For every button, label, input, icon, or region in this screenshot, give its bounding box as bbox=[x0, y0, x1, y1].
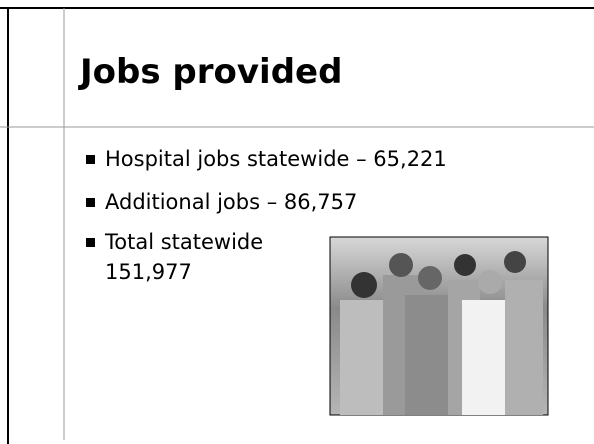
photo bbox=[330, 237, 548, 415]
bullet-text: 151,977 bbox=[105, 257, 192, 287]
bullet-marker bbox=[86, 238, 95, 247]
slide-title: Jobs provided bbox=[80, 52, 342, 92]
slide: Jobs provided Hospital jobs statewide – … bbox=[0, 0, 594, 444]
bullet-marker bbox=[86, 155, 95, 164]
bullet-text: Hospital jobs statewide – 65,221 bbox=[105, 144, 447, 174]
bullet-text: Additional jobs – 86,757 bbox=[105, 187, 357, 217]
bullet-text: Total statewide bbox=[105, 227, 263, 257]
bullet-marker bbox=[86, 198, 95, 207]
